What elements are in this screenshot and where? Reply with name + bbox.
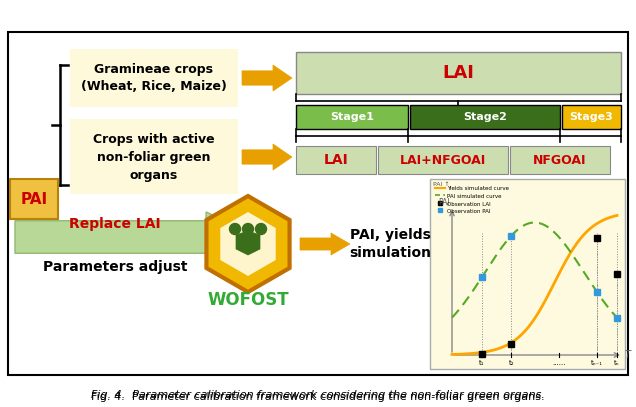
Text: Parameters adjust: Parameters adjust	[43, 260, 187, 274]
Polygon shape	[207, 196, 289, 292]
Text: PAI simulated curve: PAI simulated curve	[447, 194, 502, 199]
Polygon shape	[242, 144, 292, 170]
FancyBboxPatch shape	[10, 179, 58, 219]
FancyBboxPatch shape	[296, 146, 376, 174]
Text: tₙ₋₁: tₙ₋₁	[591, 360, 603, 366]
Text: PAI: PAI	[438, 198, 450, 207]
Circle shape	[237, 238, 247, 248]
Circle shape	[249, 238, 259, 248]
Circle shape	[242, 223, 254, 234]
FancyBboxPatch shape	[296, 105, 408, 129]
Text: LAI: LAI	[442, 64, 474, 82]
Circle shape	[256, 223, 266, 234]
Text: LAI+NFGOAI: LAI+NFGOAI	[400, 153, 486, 166]
Text: Replace LAI: Replace LAI	[69, 217, 161, 231]
Circle shape	[230, 223, 240, 234]
Text: LAI: LAI	[324, 153, 349, 167]
Text: Stage2: Stage2	[463, 112, 507, 122]
Text: PAI ↑: PAI ↑	[433, 182, 450, 187]
Polygon shape	[220, 212, 276, 276]
Text: WOFOST: WOFOST	[207, 291, 289, 309]
FancyBboxPatch shape	[430, 179, 625, 369]
Text: t₁: t₁	[479, 360, 485, 366]
Text: t₂: t₂	[509, 360, 515, 366]
FancyBboxPatch shape	[70, 119, 238, 194]
Text: PAI: PAI	[20, 192, 48, 206]
Text: Observation PAI: Observation PAI	[447, 209, 490, 214]
FancyBboxPatch shape	[296, 52, 621, 94]
Text: tₙ: tₙ	[614, 360, 619, 366]
FancyBboxPatch shape	[70, 49, 238, 107]
Text: Fig. 4.  Parameter calibration framework considering the non-foliar green organs: Fig. 4. Parameter calibration framework …	[91, 390, 545, 400]
Text: Stage3: Stage3	[569, 112, 613, 122]
Polygon shape	[236, 231, 260, 255]
Text: NFGOAI: NFGOAI	[533, 153, 587, 166]
FancyBboxPatch shape	[378, 146, 508, 174]
Text: T: T	[625, 350, 631, 360]
Text: Crops with active
non-foliar green
organs: Crops with active non-foliar green organ…	[93, 133, 215, 182]
Text: ......: ......	[553, 360, 566, 366]
FancyBboxPatch shape	[562, 105, 621, 129]
Text: Observation LAI: Observation LAI	[447, 201, 491, 206]
Text: PAI, yields
simulation: PAI, yields simulation	[349, 228, 431, 260]
Text: Yields simulated curve: Yields simulated curve	[447, 186, 509, 192]
FancyBboxPatch shape	[8, 32, 628, 375]
Text: Gramineae crops
(Wheat, Rice, Maize): Gramineae crops (Wheat, Rice, Maize)	[81, 63, 227, 94]
Text: Stage1: Stage1	[330, 112, 374, 122]
Polygon shape	[300, 233, 350, 255]
Text: Fig. 4.  Parameter calibration framework considering the non-foliar green organs: Fig. 4. Parameter calibration framework …	[91, 392, 545, 402]
Polygon shape	[15, 212, 260, 262]
Polygon shape	[242, 65, 292, 91]
FancyBboxPatch shape	[510, 146, 610, 174]
FancyBboxPatch shape	[410, 105, 560, 129]
